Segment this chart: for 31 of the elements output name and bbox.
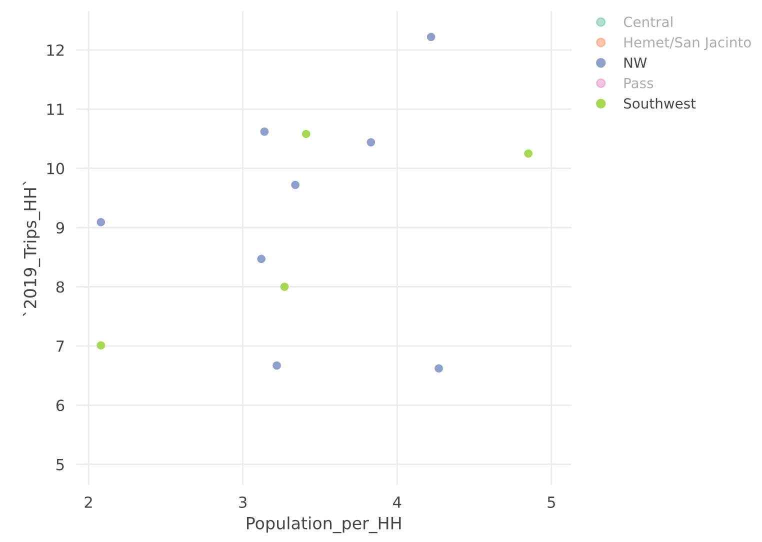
point [257,254,266,264]
legend-label: Hemet/San Jacinto [624,36,751,50]
y-tick-label: 10 [47,162,64,174]
x-tick-label: 3 [239,496,246,508]
y-tick-label: 12 [47,44,64,56]
point [434,364,443,373]
point [302,130,310,138]
x-tick-label: 4 [393,496,402,508]
point [96,218,106,226]
x-tick-label: 5 [548,496,555,508]
y-tick-label: 8 [56,281,64,293]
legend-label: NW [624,58,647,68]
y-tick-label: 5 [56,459,64,470]
point [366,138,376,146]
y-tick-label: 7 [56,340,64,352]
y-axis-title: `2019_Trips_HH` [22,181,40,316]
y-tick-label: 11 [47,104,64,115]
legend-label: Pass [624,78,654,88]
legend-label: Central [624,16,672,28]
point [260,127,269,136]
point [291,180,300,190]
x-axis-title: Population_per_HH [246,516,401,534]
point [96,341,106,350]
point [272,361,281,370]
point [280,282,289,291]
x-tick-label: 2 [84,496,92,508]
point [426,32,436,42]
legend-label: Southwest [624,98,696,109]
y-tick-label: 9 [56,222,64,234]
point [524,149,532,158]
y-tick-label: 6 [56,400,64,412]
